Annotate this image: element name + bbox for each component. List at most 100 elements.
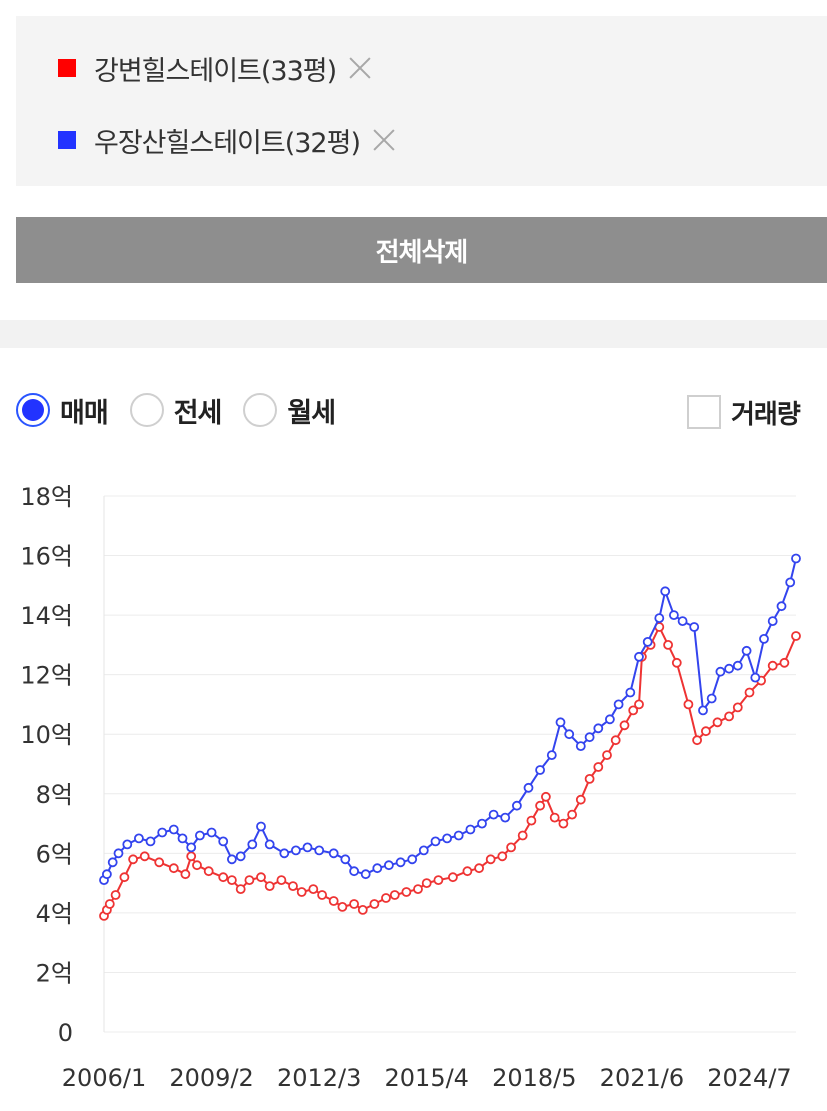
data-point[interactable] [523,782,534,793]
data-point[interactable] [619,720,630,731]
data-point[interactable] [715,666,726,677]
data-point[interactable] [474,863,485,874]
data-point[interactable] [168,824,179,835]
data-point[interactable] [369,899,380,909]
data-point[interactable] [154,857,165,868]
data-point[interactable] [433,875,444,886]
data-point[interactable] [584,773,595,784]
data-point[interactable] [276,875,287,886]
data-point[interactable] [395,857,406,868]
data-point[interactable] [314,845,325,856]
data-point[interactable] [634,651,644,662]
data-point[interactable] [168,863,179,874]
data-point[interactable] [218,836,229,847]
data-point[interactable] [139,851,150,862]
data-point[interactable] [264,881,275,892]
data-point[interactable] [288,881,298,892]
data-point[interactable] [401,887,412,897]
data-point[interactable] [628,705,639,716]
data-point[interactable] [349,899,360,909]
data-point[interactable] [465,824,476,835]
data-point[interactable] [102,869,112,880]
data-point[interactable] [194,830,205,841]
data-point[interactable] [663,639,673,650]
data-point[interactable] [383,860,394,871]
data-point[interactable] [535,800,545,811]
remove-icon[interactable] [370,126,398,154]
data-point[interactable] [724,663,734,674]
data-point[interactable] [340,854,351,865]
data-point[interactable] [206,827,217,838]
data-point[interactable] [290,845,301,856]
data-point[interactable] [497,851,508,862]
data-point[interactable] [157,827,168,838]
data-point[interactable] [145,836,156,847]
data-point[interactable] [244,875,255,886]
data-point[interactable] [413,884,423,895]
data-point[interactable] [488,809,499,820]
data-point[interactable] [535,765,545,775]
data-point[interactable] [558,818,569,829]
data-point[interactable] [744,687,755,698]
data-point[interactable] [575,794,586,805]
data-point[interactable] [104,899,115,909]
data-point[interactable] [759,633,769,644]
data-point[interactable] [477,818,487,829]
data-point[interactable] [732,660,743,671]
data-point[interactable] [107,857,118,868]
data-point[interactable] [296,887,307,897]
data-point[interactable] [407,854,418,865]
data-point[interactable] [517,830,528,841]
data-point[interactable] [625,687,636,698]
data-point[interactable] [389,890,400,900]
data-point[interactable] [247,839,258,850]
data-point[interactable] [113,848,124,859]
data-point[interactable] [567,809,577,820]
data-point[interactable] [779,657,790,668]
data-point[interactable] [785,577,796,588]
data-point[interactable] [712,717,723,728]
data-point[interactable] [453,830,464,841]
radio-unchecked-icon[interactable] [129,393,164,427]
data-point[interactable] [593,723,604,734]
data-point[interactable] [177,833,188,844]
data-point[interactable] [133,833,144,844]
data-point[interactable] [180,869,191,880]
data-point[interactable] [328,896,339,906]
data-point[interactable] [602,750,612,761]
data-point[interactable] [203,866,214,877]
data-point[interactable] [732,702,743,713]
data-point[interactable] [218,872,229,883]
data-point[interactable] [776,601,787,612]
data-point[interactable] [421,878,432,889]
data-point[interactable] [256,872,266,883]
data-point[interactable] [613,699,624,710]
volume-checkbox[interactable]: 거래량 [687,392,801,432]
data-point[interactable] [549,812,560,823]
data-point[interactable] [186,842,197,853]
radio-monthly-rent[interactable]: 월세 [243,391,336,430]
data-point[interactable] [110,890,121,900]
data-point[interactable] [701,726,711,737]
data-point[interactable] [506,842,517,853]
data-point[interactable] [692,735,702,746]
data-point[interactable] [584,732,595,743]
data-point[interactable] [349,866,360,877]
data-point[interactable] [677,616,688,627]
data-point[interactable] [128,854,139,865]
data-point[interactable] [526,815,537,826]
data-point[interactable] [357,904,368,915]
data-point[interactable] [256,821,266,832]
data-point[interactable] [462,866,473,877]
data-point[interactable] [767,616,778,627]
data-point[interactable] [317,890,328,900]
radio-sale[interactable]: 매매 [16,391,109,430]
data-point[interactable] [308,884,319,895]
data-point[interactable] [485,854,496,865]
radio-jeonse[interactable]: 전세 [129,391,222,430]
data-point[interactable] [279,848,290,859]
data-point[interactable] [555,717,566,728]
data-point[interactable] [447,872,458,883]
data-point[interactable] [767,660,778,671]
data-point[interactable] [328,848,339,859]
